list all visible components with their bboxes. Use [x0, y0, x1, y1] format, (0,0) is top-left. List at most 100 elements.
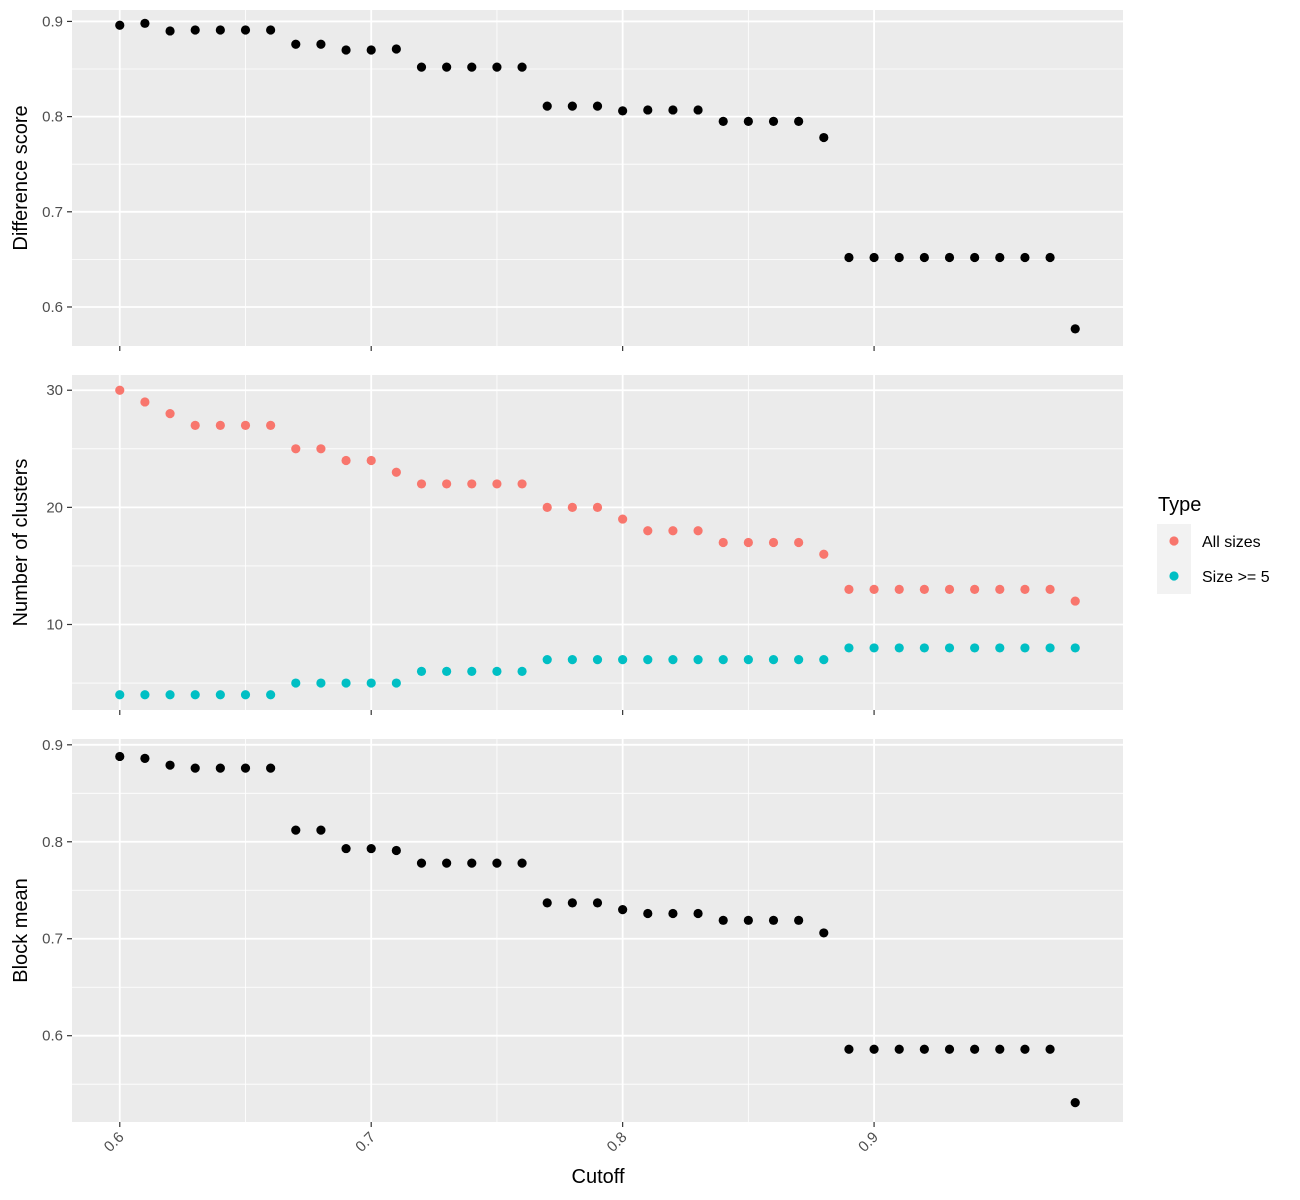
data-point: [366, 45, 376, 55]
data-point: [995, 584, 1005, 594]
data-point: [944, 584, 955, 594]
data-point: [190, 690, 200, 700]
data-point: [240, 25, 251, 35]
data-point: [1020, 643, 1030, 653]
legend: Type All sizes Size >= 5: [1157, 494, 1270, 594]
data-point: [1070, 596, 1080, 606]
data-point: [743, 915, 753, 925]
data-point: [894, 1044, 904, 1054]
data-point: [618, 514, 628, 524]
data-point: [492, 858, 502, 868]
data-point: [944, 643, 955, 653]
data-point: [316, 678, 326, 688]
data-point: [240, 420, 251, 430]
data-point: [869, 1044, 879, 1054]
data-point: [517, 62, 527, 72]
data-point: [768, 655, 779, 665]
data-point: [115, 385, 125, 395]
data-point: [190, 420, 200, 430]
data-point: [1045, 1044, 1055, 1054]
data-point: [894, 643, 904, 653]
data-point: [1045, 252, 1055, 263]
data-point: [995, 1044, 1005, 1054]
y-tick-label: 10: [46, 616, 63, 633]
data-point: [844, 584, 854, 594]
data-point: [416, 479, 427, 489]
data-point: [844, 1044, 854, 1054]
data-point: [894, 584, 904, 594]
data-point: [693, 908, 703, 919]
data-point: [517, 479, 527, 489]
data-point: [743, 655, 753, 665]
data-point: [592, 502, 603, 512]
y-axis-title: Difference score: [10, 105, 32, 250]
data-point: [467, 666, 477, 676]
data-point: [668, 908, 678, 919]
data-point: [693, 655, 703, 665]
panel-background: [72, 375, 1123, 710]
data-point: [542, 898, 552, 908]
legend-item: All sizes: [1157, 524, 1261, 559]
data-point: [266, 763, 276, 773]
data-point: [1020, 1044, 1030, 1054]
data-point: [844, 252, 854, 263]
data-point: [592, 655, 603, 665]
y-tick-label: 0.7: [42, 931, 63, 948]
data-point: [768, 915, 779, 925]
data-point: [1045, 584, 1055, 594]
data-point: [391, 678, 401, 688]
data-point: [492, 479, 502, 489]
data-point: [819, 928, 829, 938]
data-point: [718, 537, 728, 548]
data-point: [215, 420, 225, 430]
legend-label: All sizes: [1202, 534, 1261, 551]
data-point: [442, 479, 452, 489]
data-point: [743, 537, 753, 548]
data-point: [618, 655, 628, 665]
data-point: [467, 62, 477, 72]
data-point: [819, 132, 829, 143]
data-point: [442, 666, 452, 676]
y-tick-label: 0.8: [42, 834, 63, 851]
data-point: [391, 845, 401, 856]
y-tick-label: 0.6: [42, 1028, 63, 1045]
data-point: [718, 655, 728, 665]
data-point: [291, 444, 301, 454]
data-point: [517, 666, 527, 676]
data-point: [165, 690, 175, 700]
data-point: [492, 666, 502, 676]
panels: 0.6 0.7 0.8 0.9 Difference score 10 20 30 Number…: [10, 10, 1123, 1127]
data-point: [115, 751, 125, 762]
data-point: [416, 62, 427, 72]
data-point: [442, 858, 452, 868]
data-point: [316, 825, 326, 835]
data-point: [215, 25, 225, 35]
data-point: [944, 1044, 955, 1054]
data-point: [492, 62, 502, 72]
data-point: [542, 101, 552, 111]
data-point: [643, 105, 653, 115]
y-tick-label: 0.9: [42, 737, 63, 754]
data-point: [643, 655, 653, 665]
y-axis-title: Number of clusters: [10, 459, 32, 627]
data-point: [844, 643, 854, 653]
data-point: [794, 537, 804, 548]
data-point: [140, 18, 150, 28]
data-point: [567, 655, 577, 665]
data-point: [291, 39, 301, 49]
data-point: [517, 858, 527, 868]
data-point: [1070, 1098, 1080, 1108]
data-point: [140, 753, 150, 763]
data-point: [970, 584, 980, 594]
data-point: [768, 537, 779, 548]
data-point: [995, 252, 1005, 263]
data-point: [768, 116, 779, 126]
data-point: [970, 643, 980, 653]
data-point: [794, 655, 804, 665]
data-point: [215, 690, 225, 700]
data-point: [240, 690, 251, 700]
x-axis-title: Cutoff: [572, 1166, 625, 1188]
data-point: [869, 252, 879, 263]
data-point: [165, 409, 175, 419]
